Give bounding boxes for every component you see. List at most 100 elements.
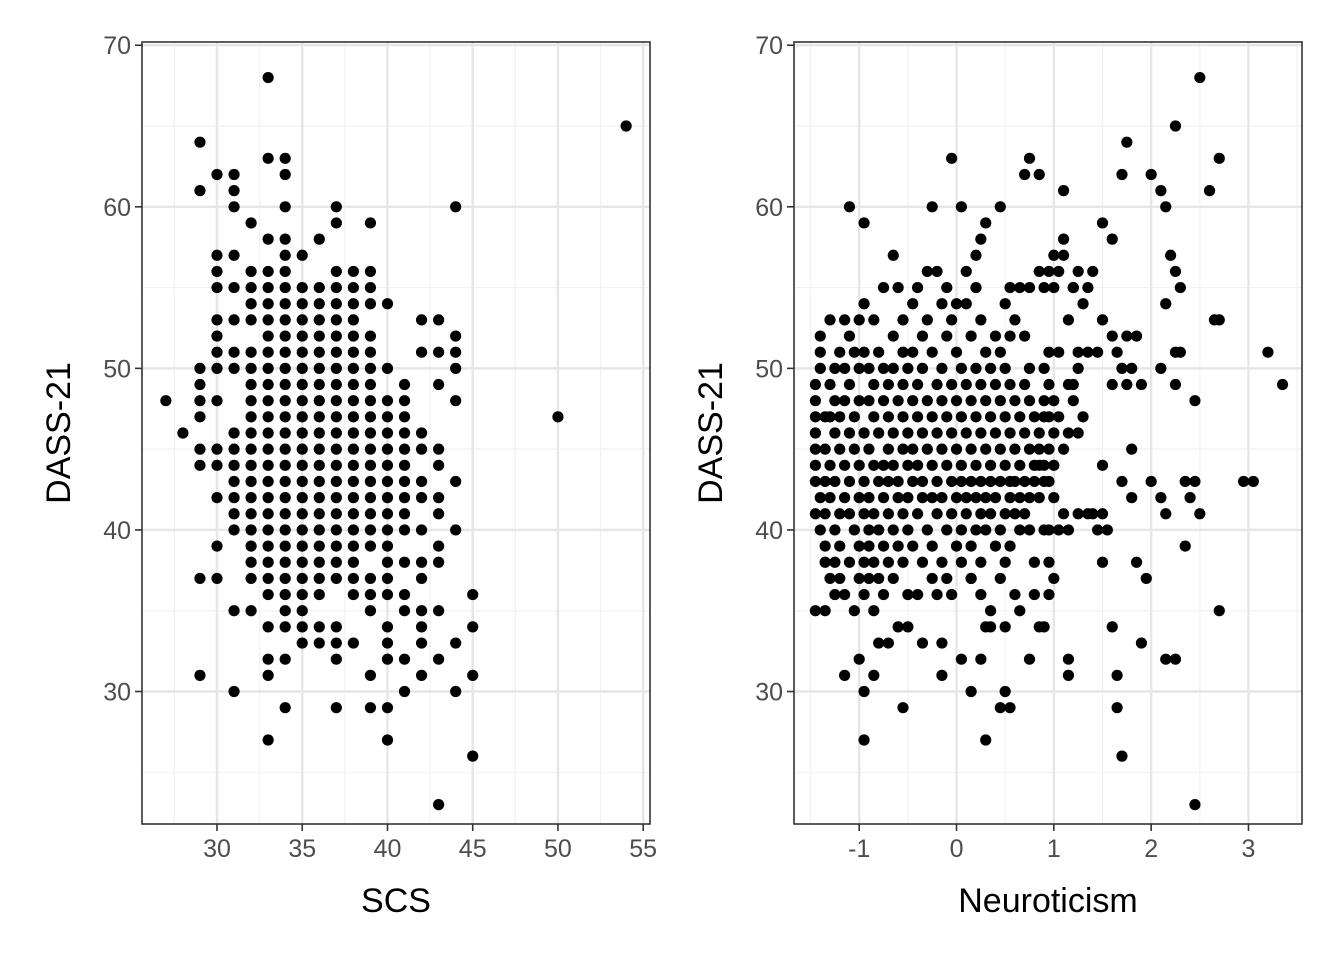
data-point bbox=[228, 605, 240, 617]
data-point bbox=[980, 346, 992, 358]
data-point bbox=[1023, 362, 1036, 374]
data-point bbox=[975, 653, 987, 665]
data-point bbox=[902, 459, 914, 471]
data-point bbox=[1096, 508, 1109, 520]
data-point bbox=[819, 540, 831, 552]
data-point bbox=[834, 443, 846, 455]
data-point bbox=[1023, 152, 1036, 164]
data-point bbox=[296, 492, 308, 504]
data-point bbox=[999, 459, 1011, 471]
data-point bbox=[965, 572, 977, 585]
data-point bbox=[941, 459, 953, 471]
y-tick-label: 70 bbox=[103, 32, 131, 60]
data-point bbox=[975, 508, 987, 520]
data-point bbox=[1096, 314, 1109, 326]
data-point bbox=[211, 443, 223, 455]
data-point bbox=[955, 475, 967, 488]
data-point bbox=[824, 572, 836, 585]
data-point bbox=[1126, 443, 1138, 455]
data-point bbox=[843, 330, 856, 342]
data-point bbox=[1057, 443, 1070, 455]
data-point bbox=[433, 378, 445, 391]
data-point bbox=[814, 362, 826, 374]
data-point bbox=[1194, 71, 1206, 84]
data-point bbox=[381, 492, 394, 504]
data-point bbox=[965, 395, 977, 407]
data-point bbox=[926, 411, 938, 423]
data-point bbox=[296, 298, 308, 310]
data-point bbox=[931, 475, 943, 488]
data-point bbox=[907, 475, 919, 488]
data-point bbox=[1096, 556, 1109, 568]
data-point bbox=[313, 314, 325, 326]
data-point bbox=[279, 362, 291, 374]
data-point bbox=[1019, 427, 1031, 439]
data-point bbox=[279, 378, 291, 391]
data-point bbox=[1028, 556, 1040, 568]
data-point bbox=[1023, 281, 1036, 294]
data-point bbox=[999, 508, 1011, 520]
x-tick-label: 2 bbox=[1144, 835, 1158, 863]
data-point bbox=[1053, 411, 1065, 423]
data-point bbox=[415, 572, 428, 585]
data-point bbox=[819, 475, 831, 488]
data-point bbox=[829, 556, 841, 568]
data-point bbox=[1160, 653, 1172, 665]
data-point bbox=[911, 459, 924, 471]
data-point bbox=[347, 298, 359, 310]
data-point bbox=[1116, 475, 1128, 488]
data-point bbox=[450, 330, 462, 342]
data-point bbox=[936, 395, 948, 407]
data-point bbox=[1043, 443, 1055, 455]
data-point bbox=[1033, 168, 1045, 181]
data-point bbox=[296, 346, 308, 358]
data-point bbox=[1072, 265, 1084, 278]
data-point bbox=[211, 314, 223, 326]
data-point bbox=[1004, 540, 1016, 552]
data-point bbox=[160, 395, 172, 407]
y-tick-label: 60 bbox=[103, 194, 131, 222]
data-point bbox=[450, 685, 462, 698]
data-point bbox=[853, 395, 865, 407]
data-point bbox=[887, 249, 899, 261]
data-point bbox=[364, 572, 377, 585]
data-point bbox=[902, 427, 914, 439]
data-point bbox=[313, 621, 325, 633]
data-point bbox=[809, 459, 822, 471]
data-point bbox=[1135, 378, 1148, 391]
data-point bbox=[824, 314, 836, 326]
data-point bbox=[1067, 281, 1079, 294]
data-point bbox=[313, 492, 325, 504]
data-point bbox=[296, 281, 308, 294]
data-point bbox=[873, 524, 885, 536]
data-point bbox=[552, 411, 564, 423]
data-point bbox=[228, 168, 240, 181]
data-point bbox=[1140, 572, 1152, 585]
data-point bbox=[279, 330, 291, 342]
data-point bbox=[381, 411, 394, 423]
data-point bbox=[398, 588, 411, 601]
data-point bbox=[897, 443, 909, 455]
data-point bbox=[296, 411, 308, 423]
data-point bbox=[936, 443, 948, 455]
data-point bbox=[926, 572, 938, 585]
data-point bbox=[848, 411, 860, 423]
data-point bbox=[834, 572, 846, 585]
data-point bbox=[433, 508, 445, 520]
data-point bbox=[313, 459, 325, 471]
y-tick-label: 40 bbox=[755, 517, 783, 545]
data-point bbox=[1077, 411, 1089, 423]
data-point bbox=[211, 459, 223, 471]
data-point bbox=[955, 459, 967, 471]
data-point bbox=[994, 572, 1006, 585]
data-point bbox=[381, 475, 394, 488]
data-point bbox=[279, 443, 291, 455]
data-point bbox=[1111, 702, 1123, 714]
data-point bbox=[398, 685, 411, 698]
data-point bbox=[809, 508, 822, 520]
data-point bbox=[450, 362, 462, 374]
data-point bbox=[415, 492, 428, 504]
data-point bbox=[330, 572, 342, 585]
data-point bbox=[279, 314, 291, 326]
data-point bbox=[296, 475, 308, 488]
